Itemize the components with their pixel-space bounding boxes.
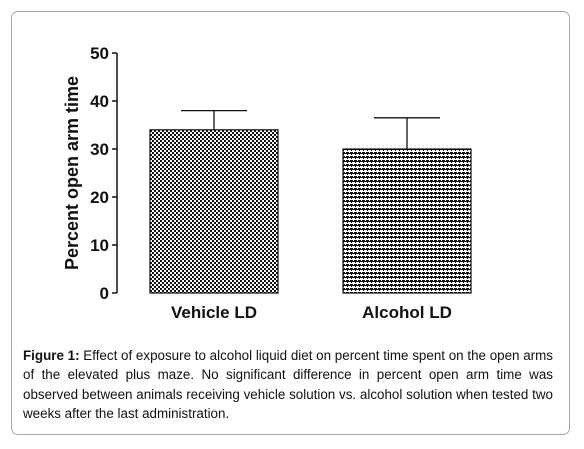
y-tick-label: 10 (90, 236, 109, 255)
x-tick-label: Vehicle LD (171, 303, 257, 322)
caption-text: Effect of exposure to alcohol liquid die… (23, 348, 553, 422)
x-tick-labels: Vehicle LD Alcohol LD (171, 303, 452, 322)
caption-label: Figure 1: (23, 348, 80, 363)
bars-group (149, 129, 472, 294)
error-bars-group (181, 109, 440, 149)
y-tick-label: 30 (90, 140, 109, 159)
figure-frame (11, 11, 570, 435)
y-tick-label: 50 (90, 44, 109, 63)
y-tick-label: 0 (100, 284, 109, 303)
y-axis-label: Percent open arm time (62, 76, 82, 270)
y-tick-label: 20 (90, 188, 109, 207)
y-tick-label: 40 (90, 92, 109, 111)
x-tick-label: Alcohol LD (362, 303, 452, 322)
bar-vehicle-ld (149, 129, 279, 294)
y-axis: 0 10 20 30 40 50 (90, 44, 118, 303)
bar-alcohol-ld (342, 148, 472, 294)
figure-caption: Figure 1: Effect of exposure to alcohol … (23, 346, 553, 424)
bar-chart: 0 10 20 30 40 50 Vehicle LD Alcohol LD Percent… (62, 44, 472, 322)
